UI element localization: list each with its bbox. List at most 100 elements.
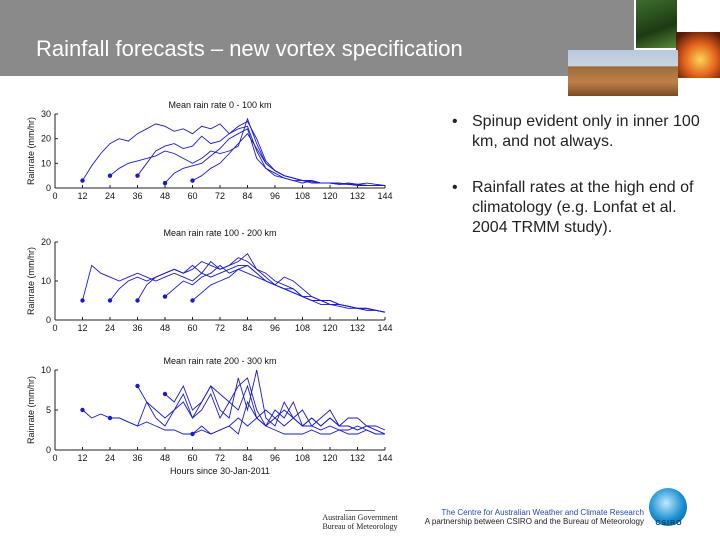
start-point-marker <box>135 298 140 303</box>
title-bar: Rainfall forecasts – new vortex specific… <box>0 0 634 76</box>
field-photo <box>568 50 678 96</box>
start-point-marker <box>107 298 113 303</box>
y-tick-label: 0 <box>46 315 51 325</box>
series-line <box>164 264 386 313</box>
cawcr-footer: The Centre for Australian Weather and Cl… <box>408 508 644 526</box>
start-point-marker <box>190 298 195 303</box>
x-tick-label: 36 <box>132 191 142 201</box>
x-axis-label: Hours since 30-Jan-2011 <box>170 466 270 476</box>
x-tick-label: 132 <box>350 191 365 201</box>
x-tick-label: 24 <box>105 453 115 463</box>
start-point-marker <box>190 178 195 183</box>
y-tick-label: 10 <box>41 276 51 286</box>
x-tick-label: 96 <box>270 453 280 463</box>
x-tick-label: 96 <box>270 191 280 201</box>
x-tick-label: 60 <box>187 191 197 201</box>
csiro-label: CSIRO <box>655 520 683 527</box>
y-tick-label: 20 <box>41 134 51 144</box>
bullet-list: • Spinup evident only in inner 100 km, a… <box>452 112 714 264</box>
x-tick-label: 0 <box>52 191 57 201</box>
series-line <box>192 268 386 313</box>
x-tick-label: 72 <box>215 323 225 333</box>
x-tick-label: 12 <box>77 191 87 201</box>
start-point-marker <box>80 298 85 303</box>
series-line <box>192 409 385 435</box>
chart-title: Mean rain rate 0 - 100 km <box>168 100 271 110</box>
x-tick-label: 96 <box>270 323 280 333</box>
x-tick-label: 36 <box>132 453 142 463</box>
x-tick-label: 48 <box>160 191 170 201</box>
rain-rate-charts: Mean rain rate 0 - 100 km 0 12 24 36 48 60 72 84… <box>26 100 393 476</box>
series-line <box>137 253 386 313</box>
start-point-marker <box>162 180 168 186</box>
chart-title: Mean rain rate 200 - 300 km <box>163 356 276 366</box>
bullet-item: • Rainfall rates at the high end of clim… <box>452 178 714 238</box>
y-tick-label: 10 <box>41 365 51 375</box>
x-tick-label: 108 <box>295 453 310 463</box>
series-line <box>164 128 385 186</box>
x-tick-label: 84 <box>242 453 252 463</box>
x-tick-label: 48 <box>160 453 170 463</box>
y-tick-label: 0 <box>46 445 51 455</box>
bullet-icon: • <box>452 179 458 196</box>
y-axis-label: Rainrate (mm/hr) <box>26 376 36 444</box>
y-tick-label: 10 <box>41 158 51 168</box>
x-tick-label: 144 <box>377 191 392 201</box>
cawcr-line1: The Centre for Australian Weather and Cl… <box>441 508 644 517</box>
bushfire-photo <box>676 32 720 78</box>
chart-title: Mean rain rate 100 - 200 km <box>163 228 276 238</box>
government-logo: Australian Government Bureau of Meteorol… <box>318 498 402 531</box>
start-point-marker <box>162 294 168 299</box>
y-tick-label: 5 <box>46 405 51 415</box>
start-point-marker <box>135 173 140 178</box>
y-tick-label: 0 <box>46 183 51 193</box>
start-point-marker <box>135 383 140 389</box>
x-tick-label: 108 <box>295 323 310 333</box>
series-line <box>82 264 386 313</box>
x-tick-label: 48 <box>160 323 170 333</box>
x-tick-label: 36 <box>132 323 142 333</box>
forest-photo <box>636 0 677 48</box>
page-title: Rainfall forecasts – new vortex specific… <box>36 36 463 61</box>
x-tick-label: 144 <box>377 323 392 333</box>
x-tick-label: 12 <box>77 323 87 333</box>
start-point-marker <box>80 178 85 183</box>
x-tick-label: 108 <box>295 191 310 201</box>
start-point-marker <box>80 407 85 413</box>
x-tick-label: 132 <box>350 453 365 463</box>
x-tick-label: 120 <box>322 323 337 333</box>
series-line <box>82 400 385 435</box>
start-point-marker <box>107 173 113 178</box>
x-tick-label: 132 <box>350 323 365 333</box>
y-axis-label: Rainrate (mm/hr) <box>26 117 36 185</box>
x-tick-label: 144 <box>377 453 392 463</box>
x-tick-label: 72 <box>215 191 225 201</box>
y-tick-label: 20 <box>41 237 51 247</box>
series-line <box>82 123 386 186</box>
bullet-text: Rainfall rates at the high end of climat… <box>472 179 694 236</box>
x-tick-label: 60 <box>187 323 197 333</box>
x-tick-label: 24 <box>105 323 115 333</box>
series-line <box>192 132 385 186</box>
y-tick-label: 30 <box>41 109 51 119</box>
x-tick-label: 0 <box>52 453 57 463</box>
x-tick-label: 12 <box>77 453 87 463</box>
start-point-marker <box>162 391 168 397</box>
cawcr-line2: A partnership between CSIRO and the Bure… <box>424 517 644 526</box>
x-tick-label: 60 <box>187 453 197 463</box>
x-tick-label: 120 <box>322 191 337 201</box>
x-tick-label: 0 <box>52 323 57 333</box>
csiro-logo-icon <box>649 488 687 526</box>
y-axis-label: Rainrate (mm/hr) <box>26 247 36 315</box>
x-tick-label: 120 <box>322 453 337 463</box>
gov-line1: Australian Government <box>322 513 398 522</box>
bullet-text: Spinup evident only in inner 100 km, and… <box>472 113 700 150</box>
start-point-marker <box>190 431 195 437</box>
x-tick-label: 84 <box>242 191 252 201</box>
x-tick-label: 72 <box>215 453 225 463</box>
gov-line2: Bureau of Meteorology <box>322 522 398 531</box>
coat-of-arms-icon <box>345 498 375 511</box>
bullet-icon: • <box>452 113 458 130</box>
bullet-item: • Spinup evident only in inner 100 km, a… <box>452 112 714 152</box>
start-point-marker <box>107 415 113 421</box>
